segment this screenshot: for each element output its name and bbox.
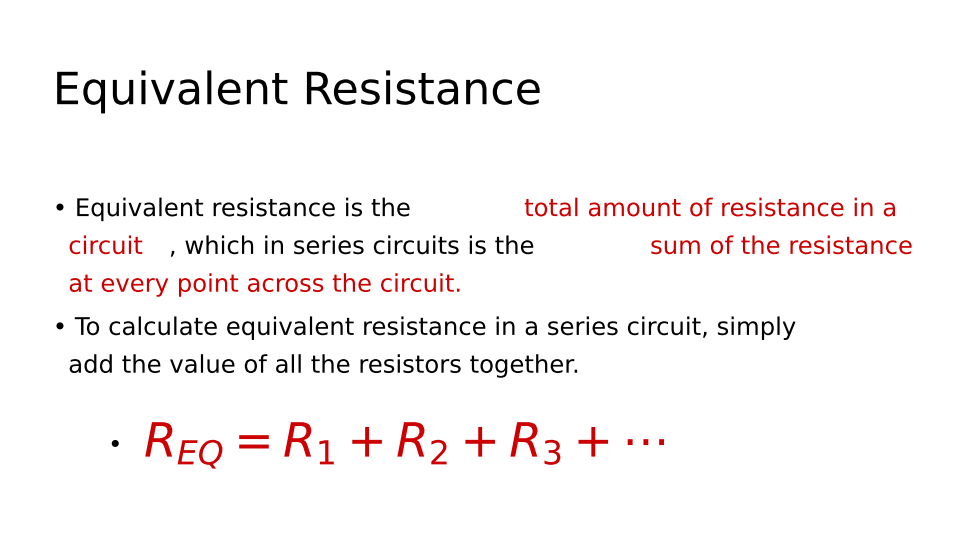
Text: •: • bbox=[108, 434, 122, 457]
Text: $R_{EQ} = R_1 + R_2 + R_3 + \cdots$: $R_{EQ} = R_1 + R_2 + R_3 + \cdots$ bbox=[144, 421, 666, 470]
Text: circuit: circuit bbox=[53, 235, 143, 259]
Text: • Equivalent resistance is the: • Equivalent resistance is the bbox=[53, 197, 418, 221]
Text: • To calculate equivalent resistance in a series circuit, simply: • To calculate equivalent resistance in … bbox=[53, 316, 796, 340]
Text: sum of the resistance: sum of the resistance bbox=[650, 235, 913, 259]
Text: Equivalent Resistance: Equivalent Resistance bbox=[53, 70, 542, 113]
Text: total amount of resistance in a: total amount of resistance in a bbox=[524, 197, 897, 221]
Text: at every point across the circuit.: at every point across the circuit. bbox=[53, 273, 463, 296]
Text: , which in series circuits is the: , which in series circuits is the bbox=[169, 235, 541, 259]
Text: add the value of all the resistors together.: add the value of all the resistors toget… bbox=[53, 354, 580, 377]
